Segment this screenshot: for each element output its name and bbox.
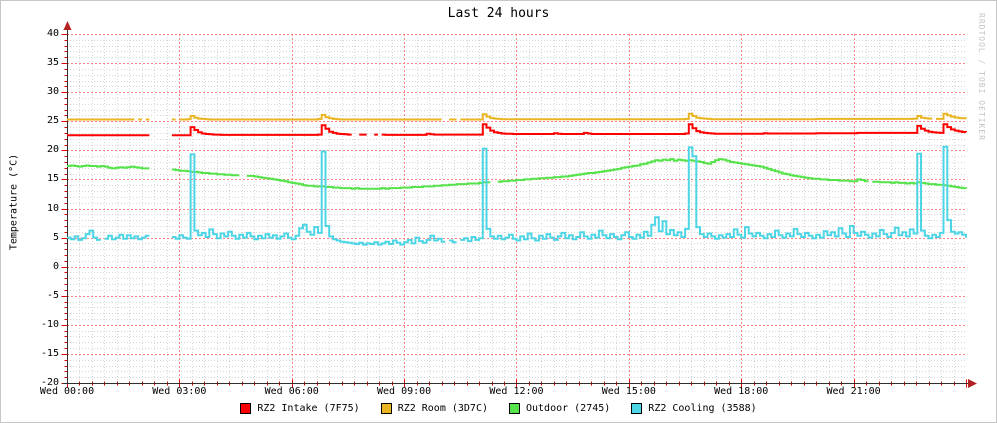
legend-label: RZ2 Room (3D7C) <box>397 403 488 414</box>
y-tick-label: 35 <box>46 57 59 69</box>
y-tick-label: -15 <box>40 347 59 359</box>
legend-label: Outdoor (2745) <box>526 403 611 414</box>
x-tick-label: Wed 15:00 <box>601 386 656 397</box>
grid-minor <box>67 34 966 384</box>
legend-label: RZ2 Intake (7F75) <box>257 403 360 414</box>
y-tick-label: -10 <box>40 318 59 330</box>
y-axis-title: Temperature (°C) <box>8 153 20 251</box>
legend-swatch-icon <box>380 403 392 414</box>
legend-swatch-icon <box>509 403 520 414</box>
legend-swatch-icon <box>631 403 643 414</box>
x-tick-label: Wed 09:00 <box>377 386 432 397</box>
y-tick-label: 20 <box>46 144 59 156</box>
series-line-rz2-cooling-3588 <box>67 145 967 246</box>
legend-swatch-icon <box>240 403 252 414</box>
y-tick-label: 30 <box>46 86 59 98</box>
y-axis-arrow-icon <box>63 21 72 30</box>
x-tick-label: Wed 21:00 <box>826 386 881 397</box>
axes <box>61 21 977 388</box>
y-tick-label: 10 <box>46 202 59 214</box>
x-tick-label: Wed 18:00 <box>714 386 769 397</box>
x-tick-label: Wed 06:00 <box>264 386 319 397</box>
x-tick-label: Wed 03:00 <box>152 386 207 397</box>
chart-title: Last 24 hours <box>447 6 550 21</box>
legend-item: RZ2 Intake (7F75) <box>240 403 360 414</box>
series-line-rz2-room-3d7c <box>67 112 967 121</box>
x-axis-arrow-icon <box>968 379 977 388</box>
y-tick-label: 5 <box>52 231 59 243</box>
x-tick-label: Wed 12:00 <box>489 386 544 397</box>
grid-major <box>67 34 966 384</box>
y-tick-label: 40 <box>46 28 59 39</box>
y-tick-label: -20 <box>40 377 59 388</box>
chart-legend: RZ2 Intake (7F75) RZ2 Room (3D7C) Outdoor … <box>1 403 996 414</box>
legend-label: RZ2 Cooling (3588) <box>648 403 757 414</box>
y-tick-label: 25 <box>46 115 59 127</box>
legend-item: RZ2 Cooling (3588) <box>631 403 757 414</box>
series-lines <box>67 112 967 246</box>
x-tick-label: Wed 00:00 <box>39 386 95 397</box>
legend-item: RZ2 Room (3D7C) <box>380 403 488 414</box>
series-line-rz2-intake-7f75 <box>67 123 967 137</box>
y-tick-label: 0 <box>52 260 59 272</box>
y-tick-label: 15 <box>46 173 59 185</box>
y-tick-label: -5 <box>46 289 59 301</box>
rrdtool-watermark: RRDTOOL / TOBI OETIKER <box>977 13 986 141</box>
legend-item: Outdoor (2745) <box>509 403 610 414</box>
series-line-outdoor-2745 <box>67 158 967 190</box>
